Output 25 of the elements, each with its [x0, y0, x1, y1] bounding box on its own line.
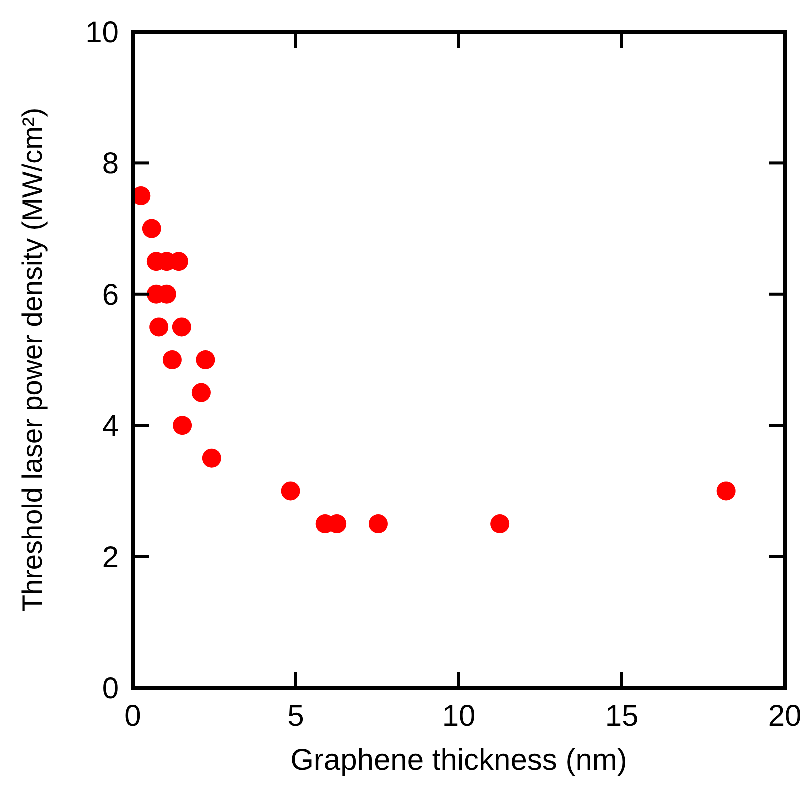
- point: [368, 514, 388, 534]
- point: [162, 350, 182, 370]
- x-tick-label: 0: [124, 700, 142, 733]
- point: [173, 416, 192, 436]
- point: [281, 482, 300, 501]
- x-tick-label: 15: [605, 700, 639, 733]
- point: [202, 448, 222, 468]
- y-tick-label: 6: [102, 278, 119, 312]
- y-tick-label: 2: [102, 541, 119, 574]
- point: [150, 318, 169, 337]
- point: [196, 350, 216, 370]
- point: [490, 514, 510, 534]
- y-tick-label: 10: [86, 16, 119, 50]
- x-tick-label: 20: [768, 700, 802, 733]
- point: [716, 482, 736, 501]
- x-tick-label: 5: [288, 700, 304, 733]
- y-tick-label: 8: [102, 148, 119, 181]
- point: [172, 318, 192, 337]
- point: [192, 383, 211, 402]
- y-tick-label: 0: [102, 672, 119, 706]
- y-axis-title: Threshold laser power density (MW/cm²): [17, 108, 48, 612]
- x-axis-title: Graphene thickness (nm): [290, 744, 628, 777]
- x-tick-label: 10: [442, 700, 476, 733]
- point: [142, 219, 162, 238]
- y-tick-label: 4: [102, 410, 119, 444]
